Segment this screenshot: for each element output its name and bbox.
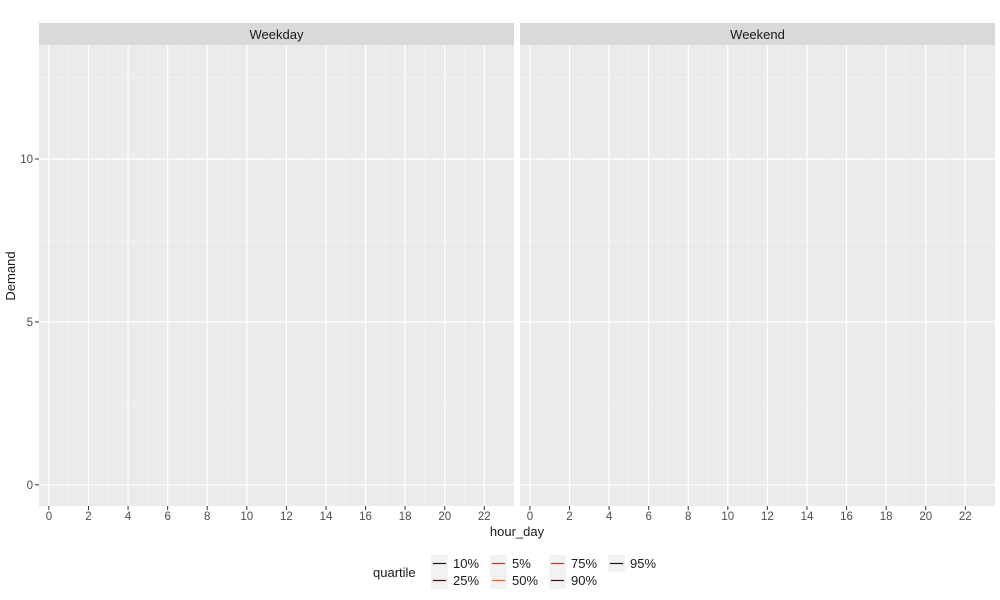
x-tick-label: 14 (320, 511, 333, 523)
x-tick-label: 16 (359, 511, 372, 523)
legend-label: 5% (512, 556, 531, 571)
y-tick-label: 10 (20, 154, 33, 166)
x-tick-label: 14 (801, 511, 814, 523)
facet-strip-weekend (520, 23, 995, 45)
x-tick-label: 22 (959, 511, 972, 523)
x-tick-label: 20 (438, 511, 451, 523)
x-tick-label: 2 (85, 511, 91, 523)
x-tick-label: 12 (280, 511, 293, 523)
y-axis-title: Demand (3, 251, 18, 300)
x-tick-label: 20 (919, 511, 932, 523)
x-tick-label: 6 (164, 511, 170, 523)
x-tick-label: 4 (125, 511, 132, 523)
x-tick-label: 8 (685, 511, 691, 523)
y-tick-label: 5 (27, 317, 33, 329)
legend-label: 95% (630, 556, 656, 571)
y-tick-label: 0 (27, 480, 33, 492)
x-tick-label: 18 (880, 511, 893, 523)
x-tick-label: 6 (645, 511, 651, 523)
x-tick-label: 0 (527, 511, 533, 523)
legend-label: 90% (571, 573, 597, 588)
facet-strip-weekday (39, 23, 514, 45)
legend-label: 75% (571, 556, 597, 571)
legend-label: 10% (453, 556, 479, 571)
x-tick-label: 2 (566, 511, 572, 523)
x-tick-label: 16 (840, 511, 853, 523)
x-tick-label: 12 (761, 511, 774, 523)
legend-label: 50% (512, 573, 538, 588)
x-tick-label: 10 (240, 511, 253, 523)
facet-label-weekday: Weekday (250, 27, 304, 42)
plot-panel-weekend (520, 45, 995, 506)
x-tick-label: 8 (204, 511, 210, 523)
plot-panel-weekday (39, 45, 514, 506)
x-tick-label: 10 (721, 511, 734, 523)
x-axis-title: hour_day (490, 524, 545, 539)
x-tick-label: 4 (606, 511, 613, 523)
x-tick-label: 22 (478, 511, 491, 523)
x-tick-label: 0 (46, 511, 52, 523)
legend-title: quartile (373, 565, 416, 580)
facet-label-weekend: Weekend (730, 27, 785, 42)
legend-label: 25% (453, 573, 479, 588)
x-tick-label: 18 (399, 511, 412, 523)
